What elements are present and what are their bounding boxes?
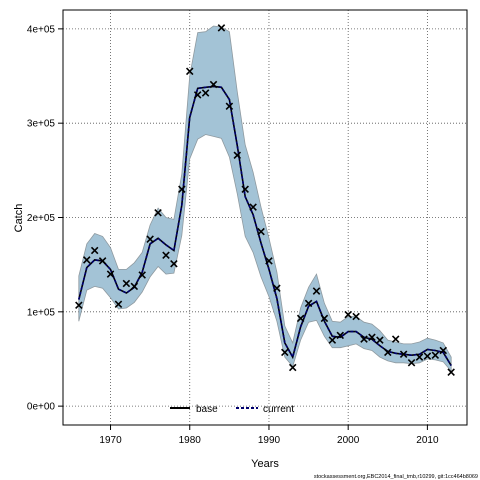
observed-point [217, 24, 226, 32]
observed-point [368, 333, 376, 342]
legend-current-label: current [263, 404, 294, 415]
x-tick-label: 2010 [416, 435, 439, 446]
y-tick-label: 2e+05 [27, 213, 56, 224]
observed-point [399, 350, 408, 359]
observed-point [249, 203, 257, 211]
observed-point [185, 67, 194, 76]
observed-point [201, 89, 210, 97]
y-tick-label: 4e+05 [27, 24, 56, 35]
observed-point [384, 348, 392, 357]
observed-point [312, 287, 321, 295]
observed-point [281, 348, 289, 357]
confidence-band [78, 25, 452, 373]
observed-point [233, 151, 242, 160]
legend: base current [170, 404, 294, 415]
observed-point [360, 335, 368, 343]
observed-point [82, 256, 91, 264]
y-tick-label: 0e+00 [27, 402, 56, 413]
observed-point [130, 282, 139, 291]
observed-point [209, 80, 218, 89]
observed-point [423, 352, 432, 360]
x-tick-label: 2000 [337, 435, 360, 446]
observed-point [304, 299, 313, 308]
observed-point [193, 91, 202, 99]
observed-point [98, 257, 107, 265]
y-axis-title: Catch [13, 204, 25, 233]
observed-point [288, 363, 297, 372]
observed-point [75, 301, 83, 309]
observed-point [336, 331, 345, 340]
legend-base-label: base [196, 404, 218, 415]
observed-point [162, 251, 170, 259]
observed-point [447, 368, 455, 376]
observed-point [146, 235, 154, 243]
observed-point [241, 185, 249, 193]
observed-point [225, 102, 234, 110]
observed-point [391, 335, 400, 343]
observed-point [106, 270, 115, 278]
observed-point [320, 314, 329, 323]
observed-points [75, 24, 455, 376]
observed-point [114, 300, 123, 309]
observed-point [415, 353, 424, 361]
y-tick-label: 3e+05 [27, 119, 56, 130]
observed-point [352, 312, 360, 321]
observed-point [90, 246, 99, 255]
axes: 1970 1980 1990 2000 2010 0e+00 1e+05 2e+05 3e+05… [27, 9, 468, 446]
footer-text: stockassessment.org,EBC2014_final_tmb,r1… [314, 474, 478, 480]
observed-point [431, 351, 440, 359]
observed-point [376, 336, 384, 344]
observed-point [273, 284, 281, 293]
observed-point [328, 336, 337, 344]
observed-point [170, 259, 178, 268]
observed-point [344, 310, 352, 319]
observed-point [154, 209, 162, 217]
confidence-band-area [78, 25, 452, 373]
observed-point [407, 358, 416, 367]
observed-point [138, 271, 146, 279]
y-tick-label: 1e+05 [27, 307, 56, 318]
x-tick-label: 1990 [258, 435, 281, 446]
x-axis-title: Years [251, 458, 279, 470]
observed-point [178, 185, 186, 193]
observed-point [257, 227, 265, 236]
observed-point [439, 346, 448, 355]
observed-point [122, 279, 131, 288]
observed-point [265, 257, 273, 265]
observed-point [296, 314, 305, 323]
x-tick-label: 1970 [99, 435, 122, 446]
x-tick-label: 1980 [179, 435, 202, 446]
